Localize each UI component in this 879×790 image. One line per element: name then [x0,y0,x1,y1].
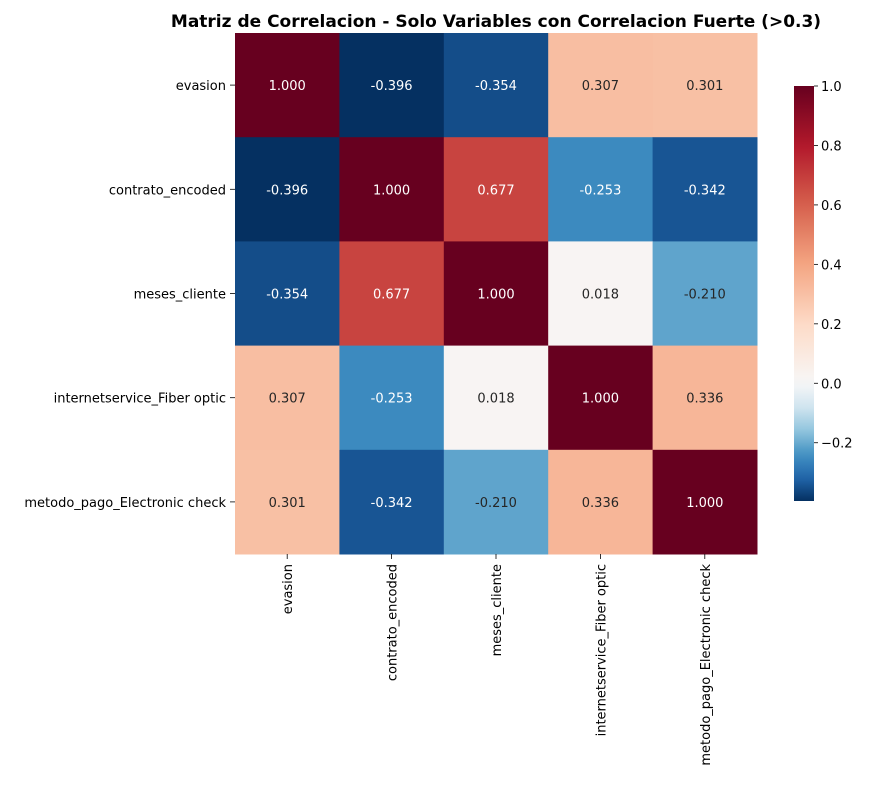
heatmap-cell [652,137,758,242]
colorbar-tick-label: 1.0 [821,80,842,95]
column-label: internetservice_Fiber optic [594,564,609,736]
heatmap-cell [548,137,654,242]
heatmap-cell [548,449,654,555]
heatmap-cell [339,449,445,555]
cell-value-label: 0.307 [269,392,306,407]
heatmap-cell [548,33,654,138]
column-label: metodo_pago_Electronic check [699,564,714,766]
row-labels: evasion contrato_encoded meses_clienteinte… [24,79,235,511]
heatmap-cell [443,345,549,451]
cell-value-label: 1.000 [582,392,619,407]
cell-value-label: 0.301 [269,496,306,511]
cell-value-label: -0.342 [371,496,413,511]
heatmap-cell [339,137,445,242]
cell-value-label: 0.018 [582,288,619,303]
colorbar-tick-label: 0.6 [821,199,842,214]
colorbar-tick-label: 0.0 [821,377,842,392]
row-label: contrato_encoded [109,183,226,198]
heatmap-cell [443,33,549,138]
heatmap-cell [548,345,654,451]
heatmap-cell [652,449,758,555]
heatmap-cell [548,241,654,347]
heatmap-cell [235,241,340,347]
cell-value-label: -0.210 [475,496,517,511]
colorbar-tick-label: 0.2 [821,318,842,333]
cell-value-label: 1.000 [373,183,410,198]
cell-value-label: -0.253 [579,183,621,198]
column-label: contrato_encoded [386,564,401,681]
cell-value-label: -0.342 [684,183,726,198]
row-label: internetservice_Fiber optic [54,392,226,407]
heatmap-cell [235,345,340,451]
heatmap-cell [652,33,758,138]
column-label: meses_cliente [490,564,505,656]
heatmap-cell [235,137,340,242]
row-label: meses_cliente [134,288,226,303]
heatmap-cell [652,241,758,347]
cell-value-label: 1.000 [269,79,306,94]
heatmap-cell [443,241,549,347]
cell-value-label: 0.336 [686,392,723,407]
chart-title: Matriz de Correlacion - Solo Variables c… [171,12,821,32]
colorbar: −0.2 0.0 0.2 0.4 0.6 0.8 1.0 [794,80,853,501]
cell-value-label: 1.000 [686,496,723,511]
cell-value-label: -0.210 [684,288,726,303]
row-label: evasion [176,79,226,94]
row-label: metodo_pago_Electronic check [24,496,226,511]
heatmap-cell [235,33,340,138]
cell-value-label: 0.336 [582,496,619,511]
cell-value-label: -0.253 [371,392,413,407]
cell-value-label: 0.307 [582,79,619,94]
cell-value-label: -0.396 [371,79,413,94]
cell-value-label: -0.354 [266,288,308,303]
colorbar-tick-label: 0.4 [821,258,842,273]
heatmap-cell [339,345,445,451]
cell-value-label: -0.354 [475,79,517,94]
heatmap-cell [339,33,445,138]
colorbar-gradient [794,86,814,501]
heatmap-cell [652,345,758,451]
cell-value-label: 0.677 [477,183,514,198]
column-label: evasion [281,564,296,614]
colorbar-tick-label: −0.2 [821,437,853,452]
heatmap-cell [443,137,549,242]
cell-value-label: 0.301 [686,79,723,94]
cell-value-label: 0.018 [477,392,514,407]
colorbar-tick-label: 0.8 [821,139,842,154]
column-labels: evasion contrato_encoded meses_cliente inte… [281,554,714,766]
cell-value-label: 0.677 [373,288,410,303]
heatmap-cell [443,449,549,555]
cell-value-label: 1.000 [477,288,514,303]
heatmap-cell [339,241,445,347]
cell-value-label: -0.396 [266,183,308,198]
heatmap-cells: 1.000 -0.396 -0.354 0.307 0.301 -0.396 1.000 0.… [235,33,758,555]
heatmap-cell [235,449,340,555]
